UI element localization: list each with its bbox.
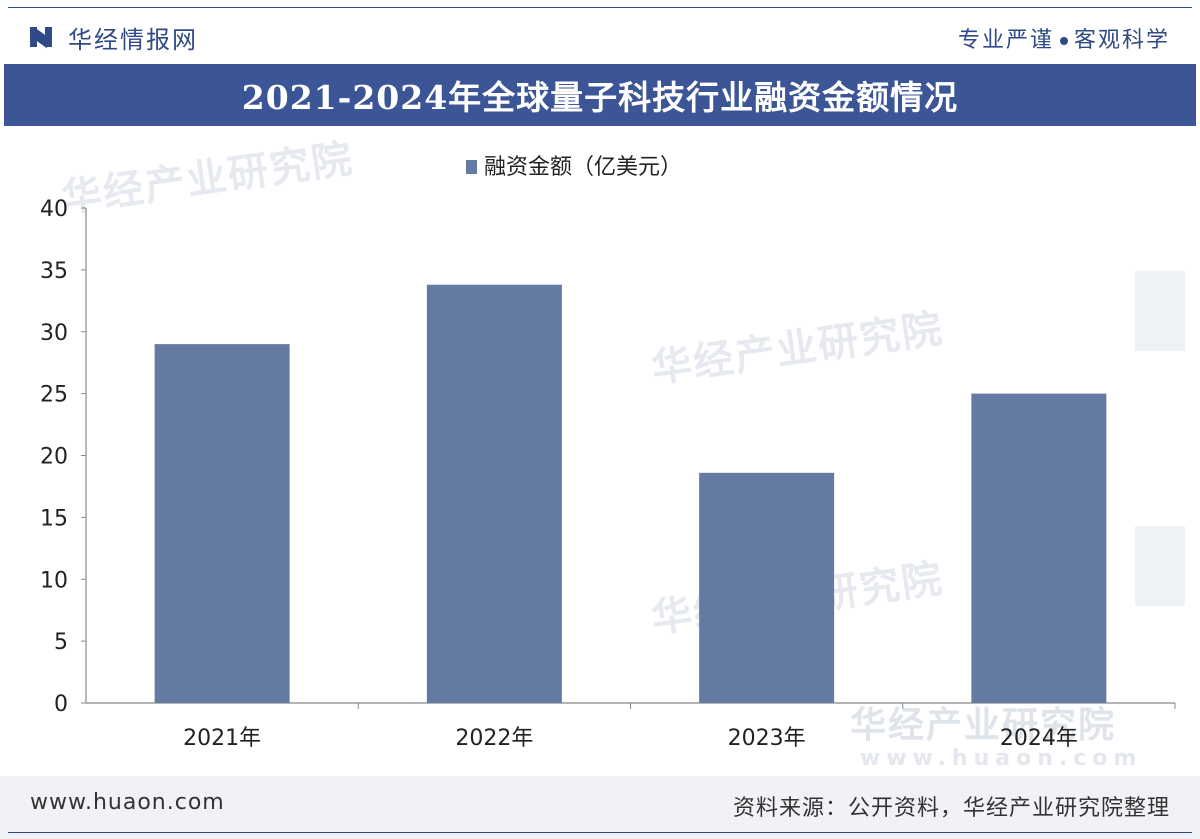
chart-legend: 融资金额（亿美元） (466, 155, 682, 180)
x-tick-label: 2022年 (455, 726, 533, 751)
huajing-logo-icon (30, 24, 56, 50)
y-tick-label: 5 (54, 630, 68, 655)
footer: www.huaon.com 资料来源：公开资料，华经产业研究院整理 (0, 776, 1200, 839)
chart-bars (154, 284, 1107, 703)
x-tick-label: 2024年 (1000, 726, 1078, 751)
x-tick-label: 2021年 (183, 726, 261, 751)
slogan-left: 专业严谨 (957, 28, 1054, 53)
footer-divider (8, 832, 1192, 833)
x-axis-labels: 2021年 2022年 2023年 2024年 (183, 726, 1078, 751)
bar (971, 393, 1107, 703)
legend-label: 融资金额（亿美元） (484, 155, 682, 180)
brand-name: 华经情报网 (68, 25, 198, 54)
bar-chart: 融资金额（亿美元） 2021年 2022年 2023年 2024年 051015202… (40, 155, 1176, 751)
y-tick-label: 10 (40, 568, 68, 593)
slogan-right: 客观科学 (1073, 28, 1170, 53)
bar (154, 344, 290, 703)
title-bar: 2021-2024年全球量子科技行业融资金额情况 (4, 64, 1196, 126)
watermark-logo-icon (1135, 271, 1185, 351)
chart-title: 2021-2024年全球量子科技行业融资金额情况 (241, 78, 959, 117)
y-tick-label: 35 (40, 259, 68, 284)
y-tick-label: 15 (40, 506, 68, 531)
header: 华经情报网 专业严谨 客观科学 (0, 0, 1200, 62)
bar (426, 284, 562, 703)
y-tick-label: 0 (54, 692, 68, 717)
y-tick-label: 20 (40, 445, 68, 470)
y-axis-labels: 0 5 10 15 20 25 30 35 40 (40, 197, 68, 717)
watermark-logo-icon (1135, 526, 1185, 606)
header-divider (8, 7, 1192, 8)
bar (699, 472, 835, 703)
x-tick-label: 2023年 (728, 726, 806, 751)
brand[interactable]: 华经情报网 (30, 20, 198, 54)
slogan: 专业严谨 客观科学 (958, 22, 1170, 54)
legend-swatch (466, 160, 477, 174)
y-tick-label: 25 (40, 383, 68, 408)
bullet-icon (1059, 37, 1068, 45)
watermark-url: www.huaon.com (860, 746, 1143, 771)
watermark-text: 华经产业研究院 (850, 705, 1117, 746)
y-tick-label: 30 (40, 321, 68, 346)
chart-area: 华经产业研究院 华经产业研究院 华经产业研究院 华经产业研究院 www.huao… (0, 126, 1200, 786)
footer-source: 资料来源：公开资料，华经产业研究院整理 (732, 796, 1170, 821)
footer-website[interactable]: www.huaon.com (30, 790, 225, 815)
y-tick-label: 40 (40, 197, 68, 222)
